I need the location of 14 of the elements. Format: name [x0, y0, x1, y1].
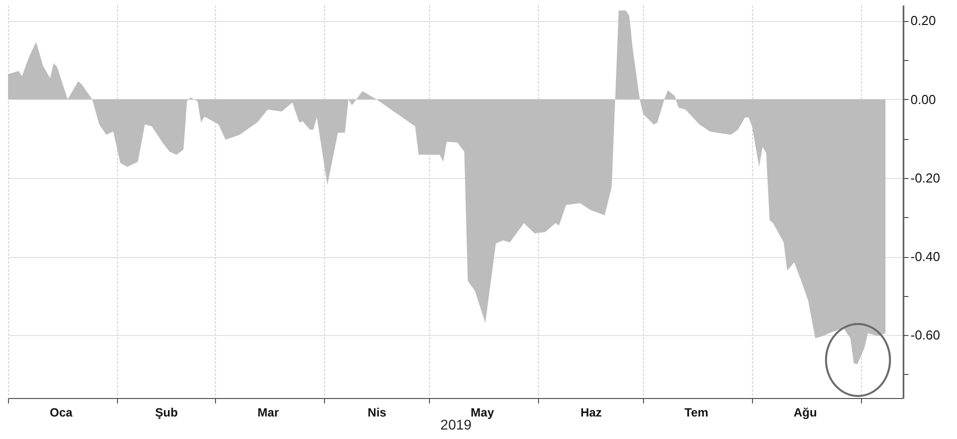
x-tick-label: Nis	[368, 406, 387, 420]
y-tick-label: -0.20	[910, 170, 940, 186]
x-tick-label: Haz	[580, 406, 602, 420]
x-tick-label: Oca	[50, 406, 73, 420]
x-tick-label: Mar	[258, 406, 280, 420]
x-tick-label: Tem	[684, 406, 708, 420]
x-axis-title: 2019	[440, 416, 472, 432]
y-tick-label: 0.00	[910, 92, 936, 107]
x-tick-label: Ağu	[794, 406, 817, 420]
y-tick-label: 0.20	[910, 13, 936, 28]
x-tick-label: May	[470, 406, 494, 420]
y-tick-label: -0.60	[910, 328, 940, 343]
y-tick-label: -0.40	[910, 249, 940, 264]
x-tick-label: Şub	[155, 406, 178, 420]
